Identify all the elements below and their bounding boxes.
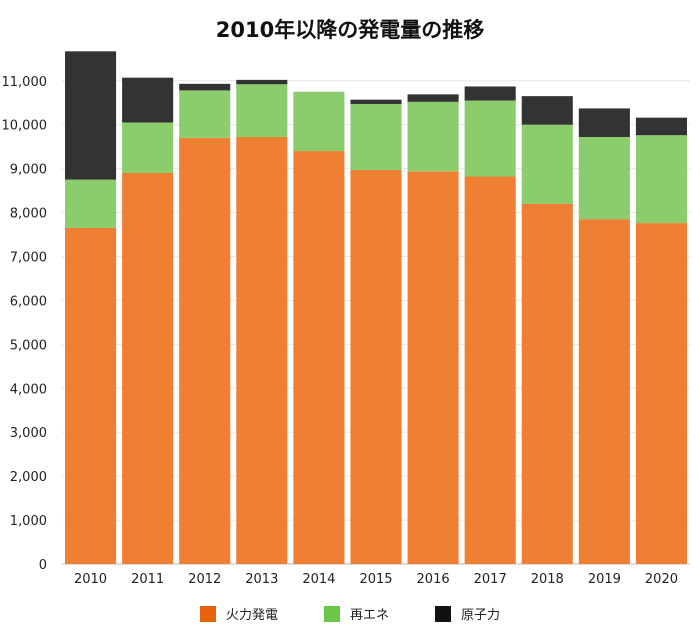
- legend-label-renewable: 再エネ: [349, 608, 389, 623]
- bar-renewable-2011[interactable]: [122, 122, 174, 174]
- legend-label-thermal: 火力発電: [225, 608, 278, 623]
- x-tick-label: 2018: [531, 572, 564, 587]
- bar-renewable-2015[interactable]: [350, 104, 402, 170]
- bar-thermal-2017[interactable]: [464, 176, 516, 564]
- bar-thermal-2020[interactable]: [635, 223, 687, 565]
- bar-nuclear-2019[interactable]: [578, 108, 630, 137]
- bar-nuclear-2012[interactable]: [179, 83, 231, 91]
- x-tick-label: 2020: [645, 572, 678, 587]
- bar-renewable-2017[interactable]: [464, 100, 516, 177]
- y-tick-label: 1,000: [10, 514, 47, 529]
- y-tick-label: 11,000: [2, 75, 48, 90]
- x-tick-label: 2012: [188, 572, 221, 587]
- x-tick-label: 2014: [302, 572, 335, 587]
- bar-renewable-2014[interactable]: [293, 91, 345, 152]
- y-tick-label: 3,000: [10, 426, 47, 441]
- bar-renewable-2019[interactable]: [578, 136, 630, 220]
- legend-item-thermal[interactable]: 火力発電: [199, 604, 278, 623]
- legend-item-renewable[interactable]: 再エネ: [323, 604, 389, 623]
- y-tick-label: 7,000: [10, 250, 47, 265]
- x-tick-label: 2016: [417, 572, 450, 587]
- legend-label-nuclear: 原子力: [461, 608, 501, 623]
- bar-renewable-2013[interactable]: [236, 84, 288, 137]
- bar-thermal-2016[interactable]: [407, 171, 459, 564]
- bar-nuclear-2017[interactable]: [464, 86, 516, 101]
- legend-swatch-renewable: [323, 605, 340, 622]
- legend-swatch-nuclear: [435, 605, 451, 622]
- bar-renewable-2010[interactable]: [65, 179, 117, 228]
- y-tick-label: 0: [39, 558, 47, 573]
- bar-nuclear-2016[interactable]: [407, 94, 459, 102]
- legend-swatch-thermal: [199, 605, 216, 622]
- bar-thermal-2019[interactable]: [578, 219, 630, 564]
- y-tick-label: 5,000: [10, 338, 47, 353]
- x-axis-ticks: 2010 2011 2012 2013 2014 2015 2016 2017 2018 2019…: [74, 572, 678, 587]
- bar-nuclear-2015[interactable]: [350, 99, 402, 105]
- bar-renewable-2016[interactable]: [407, 101, 459, 172]
- bar-renewable-2018[interactable]: [521, 124, 573, 204]
- y-tick-label: 6,000: [10, 294, 47, 309]
- x-tick-label: 2017: [474, 572, 507, 587]
- bar-thermal-2013[interactable]: [236, 136, 288, 564]
- y-axis-ticks: 0 1,000 2,000 3,000 4,000 5,000 6,000 7,000 8,00…: [2, 75, 48, 573]
- legend-item-nuclear[interactable]: 原子力: [435, 604, 500, 623]
- y-tick-label: 2,000: [10, 470, 47, 485]
- y-tick-label: 8,000: [10, 207, 47, 222]
- bar-thermal-2010[interactable]: [65, 227, 117, 564]
- bar-nuclear-2018[interactable]: [521, 96, 573, 125]
- x-tick-label: 2019: [588, 572, 621, 587]
- bar-thermal-2014[interactable]: [293, 151, 345, 565]
- bar-renewable-2020[interactable]: [635, 135, 687, 224]
- bar-renewable-2012[interactable]: [179, 90, 231, 138]
- bar-nuclear-2010[interactable]: [65, 51, 117, 180]
- x-tick-label: 2011: [131, 572, 164, 587]
- bar-nuclear-2013[interactable]: [236, 79, 288, 85]
- y-tick-label: 10,000: [2, 119, 48, 134]
- bar-nuclear-2011[interactable]: [122, 77, 174, 123]
- chart-title: 2010年以降の発電量の推移: [215, 18, 485, 42]
- x-tick-label: 2015: [359, 572, 392, 587]
- bar-thermal-2011[interactable]: [122, 173, 174, 564]
- x-tick-label: 2013: [245, 572, 278, 587]
- bar-thermal-2018[interactable]: [521, 203, 573, 564]
- bar-series: [65, 51, 687, 565]
- bar-thermal-2012[interactable]: [179, 137, 231, 564]
- y-tick-label: 9,000: [10, 163, 47, 178]
- y-tick-label: 4,000: [10, 382, 47, 397]
- legend: 火力発電 再エネ 原子力: [0, 604, 700, 623]
- bar-thermal-2015[interactable]: [350, 169, 402, 564]
- bar-nuclear-2020[interactable]: [635, 117, 687, 136]
- x-tick-label: 2010: [74, 572, 107, 587]
